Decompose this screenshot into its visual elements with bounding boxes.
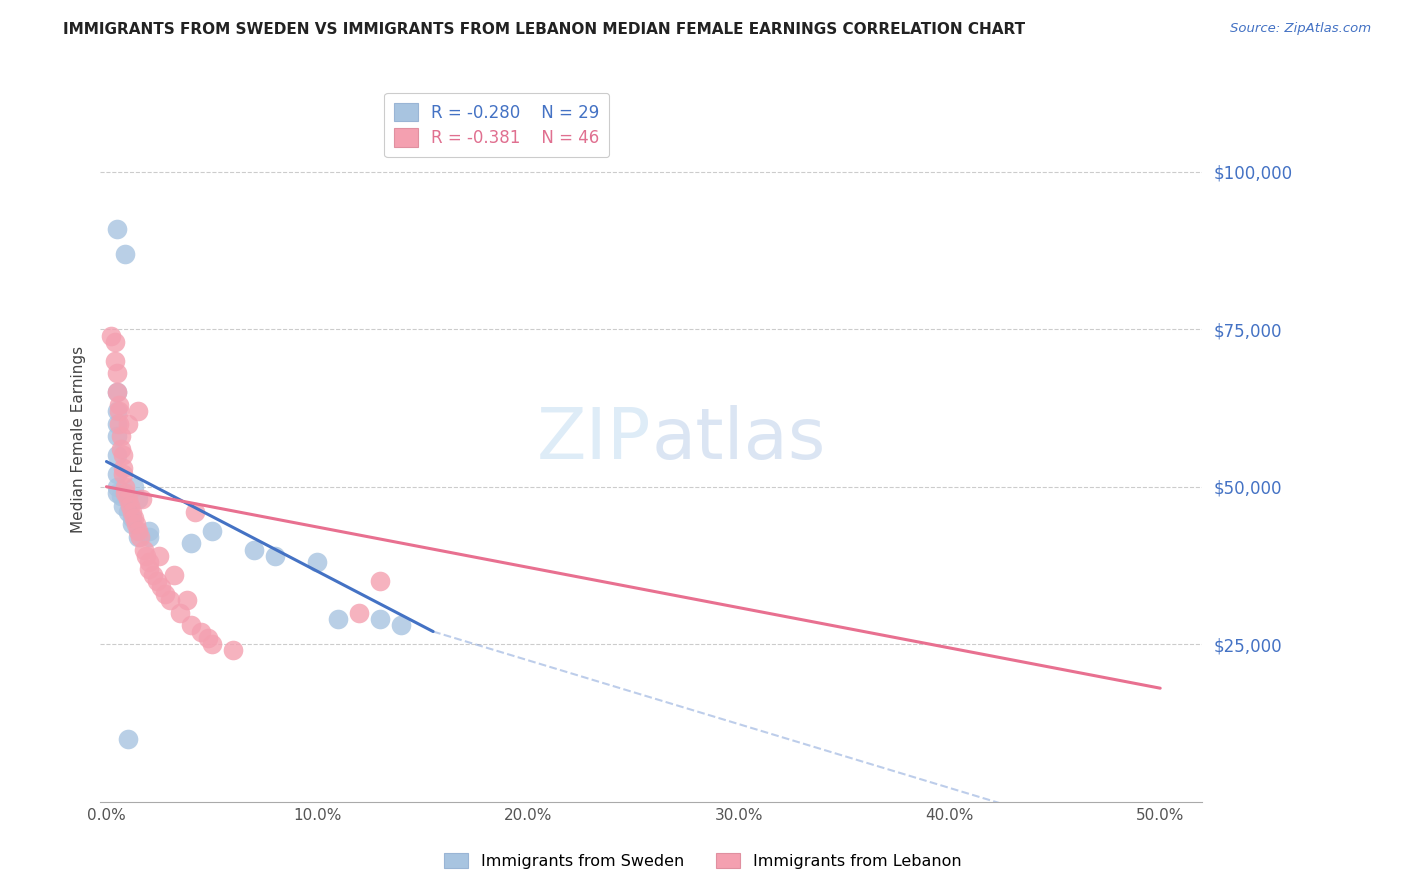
Point: [138, 524, 160, 538]
Point: [307, 555, 329, 569]
Text: IMMIGRANTS FROM SWEDEN VS IMMIGRANTS FROM LEBANON MEDIAN FEMALE EARNINGS CORRELA: IMMIGRANTS FROM SWEDEN VS IMMIGRANTS FRO…: [63, 22, 1025, 37]
Point: [138, 555, 160, 569]
Point: [127, 492, 149, 507]
Point: [222, 643, 245, 657]
Point: [184, 505, 207, 519]
Legend: R = -0.280    N = 29, R = -0.381    N = 46: R = -0.280 N = 29, R = -0.381 N = 46: [384, 93, 609, 157]
Point: [105, 467, 128, 482]
Point: [127, 404, 149, 418]
Point: [105, 221, 128, 235]
Point: [169, 606, 191, 620]
Point: [117, 731, 139, 746]
Point: [190, 624, 212, 639]
Point: [117, 505, 139, 519]
Point: [125, 517, 148, 532]
Point: [104, 353, 127, 368]
Point: [129, 530, 152, 544]
Point: [150, 581, 173, 595]
Point: [112, 499, 135, 513]
Point: [146, 574, 169, 589]
Point: [201, 637, 224, 651]
Point: [264, 549, 287, 563]
Point: [138, 561, 160, 575]
Point: [131, 492, 153, 507]
Point: [114, 480, 136, 494]
Point: [201, 524, 224, 538]
Point: [104, 334, 127, 349]
Point: [159, 593, 181, 607]
Point: [105, 367, 128, 381]
Point: [112, 448, 135, 462]
Point: [100, 328, 122, 343]
Point: [155, 587, 177, 601]
Point: [110, 489, 132, 503]
Point: [110, 442, 132, 456]
Point: [118, 499, 141, 513]
Point: [138, 530, 160, 544]
Y-axis label: Median Female Earnings: Median Female Earnings: [72, 346, 86, 533]
Point: [127, 530, 149, 544]
Point: [121, 505, 143, 519]
Point: [105, 448, 128, 462]
Point: [105, 404, 128, 418]
Point: [180, 618, 202, 632]
Point: [134, 542, 156, 557]
Point: [114, 486, 136, 500]
Legend: Immigrants from Sweden, Immigrants from Lebanon: Immigrants from Sweden, Immigrants from …: [437, 847, 969, 875]
Text: Source: ZipAtlas.com: Source: ZipAtlas.com: [1230, 22, 1371, 36]
Point: [127, 524, 149, 538]
Point: [122, 511, 145, 525]
Point: [142, 567, 165, 582]
Point: [349, 606, 371, 620]
Point: [197, 631, 219, 645]
Point: [105, 429, 128, 443]
Point: [117, 417, 139, 431]
Point: [391, 618, 413, 632]
Point: [114, 246, 136, 260]
Point: [108, 417, 131, 431]
Point: [105, 385, 128, 400]
Point: [112, 460, 135, 475]
Point: [135, 549, 157, 563]
Point: [122, 480, 145, 494]
Point: [370, 574, 392, 589]
Point: [105, 417, 128, 431]
Point: [176, 593, 198, 607]
Point: [105, 486, 128, 500]
Point: [108, 398, 131, 412]
Point: [110, 429, 132, 443]
Point: [121, 511, 143, 525]
Point: [328, 612, 350, 626]
Point: [108, 404, 131, 418]
Point: [180, 536, 202, 550]
Point: [117, 492, 139, 507]
Point: [112, 467, 135, 482]
Point: [105, 480, 128, 494]
Point: [121, 517, 143, 532]
Point: [105, 385, 128, 400]
Point: [163, 567, 186, 582]
Point: [370, 612, 392, 626]
Point: [243, 542, 266, 557]
Point: [148, 549, 170, 563]
Text: ZIP: ZIP: [537, 405, 651, 474]
Text: atlas: atlas: [651, 405, 825, 474]
